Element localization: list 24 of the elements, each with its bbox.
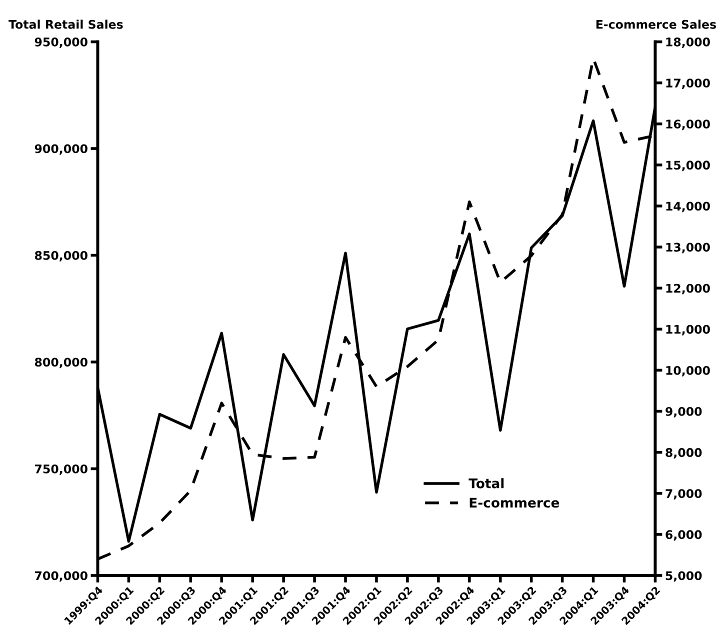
y-axis-title: Total Retail Sales [8, 20, 123, 29]
y2-tick-label: 18,000 [666, 38, 710, 48]
y2-tick-label: 9,000 [666, 406, 702, 418]
y2-tick-label: 13,000 [666, 242, 710, 254]
y2-tick-label: 5,000 [666, 571, 702, 582]
y2-axis-title: E-commerce Sales [596, 20, 716, 29]
y-tick-label: 800,000 [34, 358, 88, 368]
y-tick-label: 950,000 [34, 38, 88, 48]
y2-tick-label: 17,000 [666, 78, 710, 90]
y2-tick-label: 11,000 [666, 324, 710, 336]
y-tick-label: 850,000 [34, 250, 88, 262]
y2-tick-label: 16,000 [666, 120, 710, 130]
y-tick-label: 900,000 [34, 144, 88, 155]
legend-label: E-commerce [470, 498, 560, 508]
y2-tick-label: 8,000 [666, 448, 702, 458]
y2-tick-label: 6,000 [666, 530, 702, 541]
y2-tick-label: 10,000 [666, 366, 710, 376]
y2-tick-label: 15,000 [666, 160, 710, 172]
y-tick-label: 700,000 [35, 571, 88, 582]
y2-tick-label: 12,000 [666, 284, 710, 294]
y2-tick-label: 14,000 [666, 202, 710, 212]
y2-tick-label: 7,000 [666, 489, 702, 500]
legend-label: Total [468, 478, 504, 488]
y-tick-label: 750,000 [35, 464, 88, 475]
